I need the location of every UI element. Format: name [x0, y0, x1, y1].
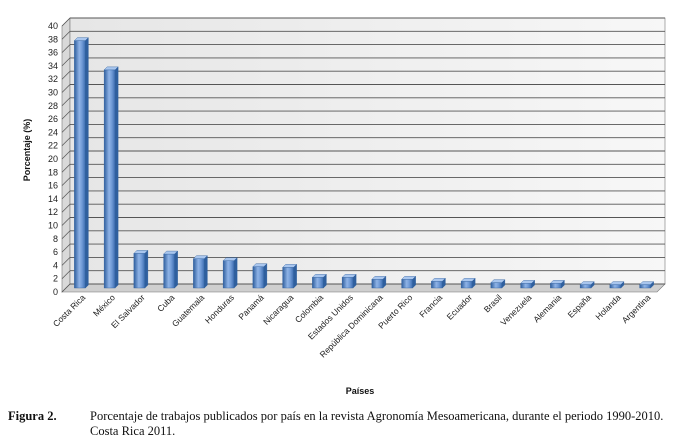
x-tick-label: Panamá: [236, 292, 266, 322]
y-tick-label: 6: [53, 247, 58, 257]
y-tick-label: 36: [48, 48, 58, 58]
x-tick-label: México: [91, 292, 117, 318]
caption-label: Figura 2.: [8, 409, 57, 423]
bar: [133, 249, 149, 289]
bar: [371, 275, 387, 289]
grid-line-side: [61, 137, 71, 146]
y-axis-label: Porcentaje (%): [22, 119, 32, 182]
y-tick-label: 16: [48, 181, 58, 191]
y-tick-label: 4: [53, 260, 58, 270]
y-tick-label: 26: [48, 114, 58, 124]
y-tick-label: 12: [48, 207, 58, 217]
x-tick-label: Ecuador: [445, 292, 475, 322]
y-tick-label: 20: [48, 154, 58, 164]
bar: [311, 273, 327, 289]
y-tick-label: 10: [48, 221, 58, 231]
grid-line-side: [61, 84, 71, 93]
bar: [401, 275, 417, 289]
x-tick-label: Cuba: [155, 292, 177, 314]
grid-line-side: [61, 203, 71, 213]
bar: [430, 277, 446, 289]
x-axis-label: Países: [346, 386, 375, 396]
bar: [192, 255, 208, 289]
bar: [282, 263, 298, 289]
x-tick-label: Venezuela: [498, 292, 533, 327]
bar: [549, 279, 565, 289]
y-tick-label: 24: [48, 127, 58, 137]
bar: [520, 279, 536, 289]
grid-line-side: [61, 217, 71, 226]
y-tick-label: 14: [48, 194, 58, 204]
y-tick-label: 30: [48, 88, 58, 98]
y-tick-label: 18: [48, 167, 58, 177]
y-tick-label: 28: [48, 101, 58, 111]
grid-line-side: [61, 230, 71, 240]
bars: [73, 37, 655, 289]
x-tick-label: Guatemala: [170, 292, 207, 329]
y-tick-label: 0: [53, 287, 58, 297]
grid-line-side: [61, 17, 71, 27]
bar: [639, 281, 655, 289]
bar: [73, 37, 89, 289]
bar: [460, 277, 476, 289]
grid-line-side: [61, 150, 71, 160]
bar: [609, 281, 625, 289]
bar: [222, 257, 238, 289]
y-tick-label: 2: [53, 274, 58, 284]
y-tick-label: 32: [48, 74, 58, 84]
grid-line-side: [61, 270, 71, 279]
x-tick-label: Argentina: [620, 292, 653, 325]
floor: [61, 283, 666, 293]
grid-line-side: [61, 283, 71, 293]
grid-line-side: [61, 190, 71, 200]
grid-line-side: [61, 124, 71, 133]
x-tick-label: Brasil: [482, 292, 504, 314]
grid-line-side: [61, 243, 71, 253]
x-tick-label: Honduras: [203, 292, 236, 325]
bar: [252, 263, 268, 289]
bar: [103, 66, 119, 289]
x-tick-label: Nicaragua: [261, 292, 296, 327]
y-tick-label: 38: [48, 34, 58, 44]
grid-line-side: [61, 110, 71, 120]
y-tick-label: 22: [48, 141, 58, 151]
y-tick-label: 34: [48, 61, 58, 71]
x-tick-label: Francia: [417, 292, 444, 319]
bar: [579, 281, 595, 289]
grid-line-side: [61, 97, 71, 107]
bar: [163, 250, 179, 289]
bar: [341, 273, 357, 289]
plot-walls: [61, 17, 666, 293]
grid-line-side: [61, 31, 71, 40]
x-tick-label: España: [566, 292, 594, 320]
grid-line-side: [61, 164, 71, 173]
grid-line-side: [61, 257, 71, 266]
caption-text: Porcentaje de trabajos publicados por pa…: [90, 409, 664, 438]
x-tick-label: Alemania: [531, 292, 563, 324]
bar: [490, 279, 506, 289]
grid-line-side: [61, 70, 71, 80]
grid-line-side: [61, 57, 71, 67]
y-tick-label: 8: [53, 234, 58, 244]
x-tick-label: Costa Rica: [51, 292, 88, 329]
grid-line-side: [61, 177, 71, 186]
y-tick-label: 40: [48, 21, 58, 31]
x-tick-label: Holanda: [593, 292, 623, 322]
grid-line-side: [61, 44, 71, 53]
